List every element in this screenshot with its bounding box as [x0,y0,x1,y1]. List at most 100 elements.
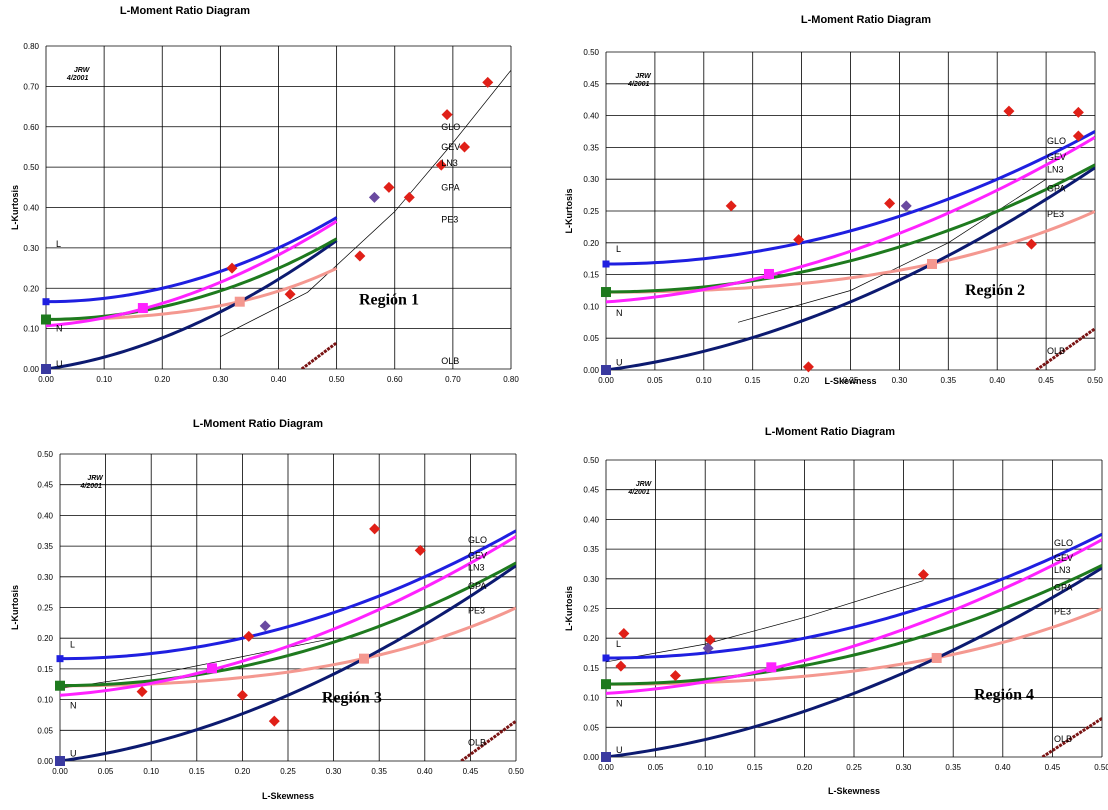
x-tick-label: 0.10 [143,767,159,776]
gev-curve [60,535,516,697]
x-tick-label: 0.10 [696,376,712,385]
y-tick-label: 0.10 [583,694,599,703]
author-stamp: JRW [87,475,104,482]
y-tick-label: 0.35 [37,542,53,551]
observation-marker [618,627,630,639]
chart-title: L-Moment Ratio Diagram [120,5,250,17]
chart-panel-region-3: L-Moment Ratio Diagram 0.00 0.05 0.10 0.15 0.… [0,402,554,805]
grid [605,459,1103,758]
y-axis-label: L-Kurtosis [564,586,574,631]
point-n-marker [55,680,65,691]
curve-label-ln3: LN3 [1047,165,1064,175]
y-tick-label: 0.45 [37,481,53,490]
curve-label-gev: GEV [1054,553,1073,563]
point-u-marker [601,365,611,375]
y-tick-label: 0.40 [583,112,599,121]
glo-curve [606,130,1095,266]
observation-marker [284,288,296,300]
observation-marker [1025,238,1037,250]
point-label-n: N [56,324,63,334]
point-label-u: U [56,359,63,369]
x-tick-label: 0.25 [846,763,862,772]
point-gumbel-marker [764,268,774,279]
observation-marker [236,689,248,701]
observation-marker [917,569,929,581]
point-l-marker [602,654,610,662]
chart-title: L-Moment Ratio Diagram [193,418,323,430]
point-label-l: L [616,639,621,649]
point-gumbel-marker [766,662,777,673]
x-tick-label: 0.25 [843,376,859,385]
y-tick-label: 0.50 [583,48,599,57]
y-tick-label: 0.30 [583,575,599,584]
glo-curve [606,532,1102,660]
y-tick-label: 0.05 [37,726,53,735]
x-tick-label: 0.00 [598,376,614,385]
x-tick-label: 0.50 [329,375,345,384]
y-tick-label: 0.60 [23,123,39,132]
y-tick-label: 0.20 [23,284,39,293]
curve-label-olb: OLB [1047,346,1065,356]
y-tick-label: 0.40 [583,515,599,524]
observation-marker [725,200,737,212]
gpa-curve [606,566,1102,757]
x-axis-label: L-Skewness [262,791,314,801]
gpa-curve [46,239,338,369]
gpa-curve [60,564,516,761]
curve-label-gev: GEV [468,550,487,560]
y-tick-label: 0.25 [37,604,53,613]
y-tick-label: 0.35 [583,143,599,152]
observation-marker [1003,105,1015,117]
y-tick-label: 0.00 [23,365,39,374]
point-label-n: N [616,308,623,318]
author-stamp: JRW [635,73,652,80]
y-tick-label: 0.20 [583,634,599,643]
observation-marker [435,159,447,171]
x-tick-label: 0.30 [326,767,342,776]
point-label-l: L [56,239,61,249]
y-tick-label: 0.00 [37,757,53,766]
x-tick-label: 0.40 [271,375,287,384]
point-exponential-marker [234,296,245,307]
region-label: Región 4 [974,686,1034,703]
x-tick-label: 0.40 [995,763,1011,772]
gpa-curve [606,166,1095,370]
x-tick-label: 0.30 [213,375,229,384]
x-tick-label: 0.20 [797,763,813,772]
observation-marker [615,660,627,672]
x-tick-label: 0.70 [445,375,461,384]
point-u-marker [41,364,51,374]
glo-curve [46,216,338,304]
y-tick-label: 0.40 [37,511,53,520]
point-exponential-marker [927,258,937,269]
date-stamp: 4/2001 [627,489,650,496]
x-tick-label: 0.25 [280,767,296,776]
ln3-curve [60,561,516,688]
region-label: Región 1 [359,291,419,308]
pe3-curve [606,210,1095,294]
observation-marker [802,361,814,373]
point-label-u: U [616,357,623,367]
observation-marker [669,670,681,682]
trend-line [220,70,511,338]
grid [45,45,512,370]
point-label-l: L [70,639,75,649]
point-gumbel-marker [137,303,148,314]
y-tick-label: 0.00 [583,753,599,762]
gev-curve [46,220,338,328]
y-tick-label: 0.25 [583,605,599,614]
x-tick-label: 0.30 [896,763,912,772]
observation-marker [226,262,238,274]
point-label-l: L [616,244,621,254]
point-u-marker [55,756,65,766]
point-n-marker [601,287,611,298]
curve-label-glo: GLO [1047,136,1066,146]
curve-label-gpa: GPA [441,182,459,192]
ln3-curve [606,564,1102,686]
curve-label-gev: GEV [441,142,460,152]
x-tick-label: 0.50 [1094,763,1108,772]
y-tick-label: 0.50 [23,163,39,172]
x-tick-label: 0.45 [1045,763,1061,772]
observation-marker [268,715,280,727]
y-tick-label: 0.10 [583,302,599,311]
